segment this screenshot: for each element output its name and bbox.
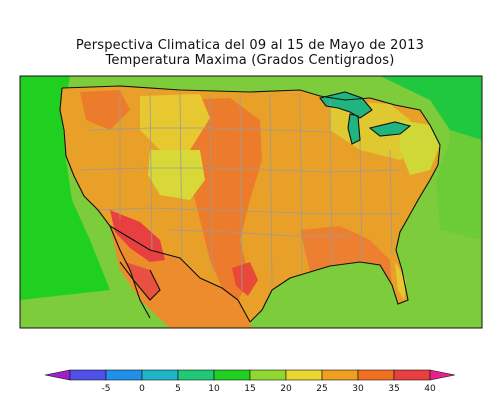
hot-region-southwest	[110, 210, 165, 262]
warm-region-southeast	[300, 226, 392, 285]
coastlines-borders	[59, 85, 441, 323]
warm-region-plains	[178, 98, 262, 300]
colorbar-segment	[105, 369, 143, 381]
colorbar-segment	[213, 369, 251, 381]
colorbar-tick-label: 0	[139, 384, 145, 394]
mild-region-colorado	[148, 150, 205, 200]
colorbar-segment	[69, 369, 107, 381]
map-title-line2: Temperatura Maxima (Grados Centigrados)	[105, 53, 395, 68]
hot-region-baja	[125, 262, 160, 300]
colorbar-segment	[285, 369, 323, 381]
lake-michigan	[348, 114, 360, 144]
state-boundaries	[79, 90, 401, 291]
colorbar-tick-label: 5	[175, 384, 181, 394]
warm-region-northwest	[80, 90, 130, 130]
map-frame	[19, 75, 483, 329]
colorbar-segment	[357, 369, 395, 381]
colorbar-segment	[321, 369, 359, 381]
mild-region-montana	[140, 94, 210, 150]
hot-region-texas	[232, 262, 258, 296]
colorbar-tick-label: 15	[244, 384, 255, 394]
mild-region-florida	[395, 262, 406, 300]
colorbar-segment	[393, 369, 431, 381]
colorbar-tick-label: 35	[388, 384, 399, 394]
pacific-coast-band	[20, 76, 110, 300]
colorbar-segment	[141, 369, 179, 381]
colorbar-tick-label: 10	[208, 384, 220, 394]
colorbar-tick-label: 20	[280, 384, 292, 394]
northeast-canada-region	[380, 76, 482, 140]
colorbar-tick-label: -5	[102, 384, 111, 394]
colorbar-segment	[177, 369, 215, 381]
colorbar-arrow-min	[44, 369, 71, 381]
lake-erie-ontario	[370, 122, 410, 136]
colorbar-tick-label: 25	[316, 384, 327, 394]
map-title-line1: Perspectiva Climatica del 09 al 15 de Ma…	[75, 38, 425, 53]
colorbar-tick-label: 40	[424, 384, 436, 394]
colorbar-segment	[249, 369, 287, 381]
colorbar-arrow-max	[429, 369, 456, 381]
colorbar-tick-label: 30	[352, 384, 364, 394]
mild-region-northeast	[400, 120, 440, 175]
